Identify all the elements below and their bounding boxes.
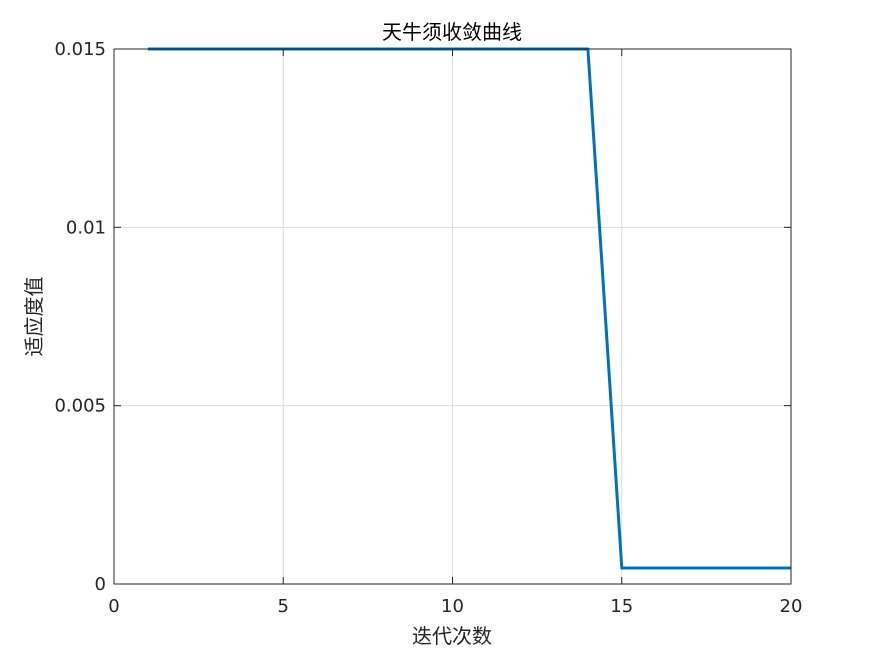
- chart-title: 天牛须收敛曲线: [382, 20, 522, 44]
- x-tick-label: 5: [278, 596, 289, 617]
- y-tick-label: 0.015: [54, 39, 106, 60]
- x-axis-label: 迭代次数: [412, 624, 492, 648]
- y-tick-label: 0.01: [66, 217, 106, 238]
- y-axis-label: 适应度值: [22, 277, 46, 357]
- x-tick-label: 15: [610, 596, 633, 617]
- x-tick-labels: 0 5 10 15 20: [108, 596, 802, 617]
- y-tick-label: 0.005: [54, 396, 106, 417]
- y-tick-label: 0: [95, 574, 106, 595]
- x-tick-label: 10: [441, 596, 464, 617]
- x-tick-label: 0: [108, 596, 119, 617]
- tick-marks: [113, 48, 792, 585]
- x-tick-label: 20: [780, 596, 803, 617]
- y-tick-labels: 0 0.005 0.01 0.015: [54, 39, 106, 595]
